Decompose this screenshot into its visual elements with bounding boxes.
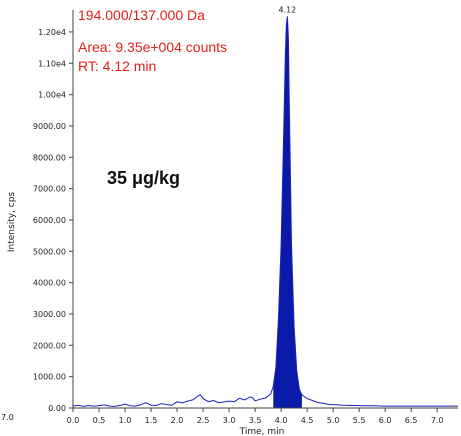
y-tick-label: 9000.00 — [33, 122, 66, 131]
peak-label: 4.12 — [278, 5, 296, 14]
x-axis-title: Time, min — [239, 427, 285, 436]
x-tick-label: 1.5 — [145, 416, 158, 425]
x-tick-label: 5.0 — [327, 416, 340, 425]
y-tick-label: 1.20e4 — [38, 28, 66, 37]
x-tick-label: 4.0 — [275, 416, 288, 425]
x-tick-label: 0.0 — [67, 416, 80, 425]
y-tick-label: 6000.00 — [33, 216, 66, 225]
x-tick-label: 1.0 — [119, 416, 132, 425]
peak-area-fill — [273, 16, 302, 409]
y-tick-label: 1.10e4 — [38, 59, 66, 68]
y-tick-label: 3000.00 — [33, 310, 66, 319]
y-tick-label: 7000.00 — [33, 185, 66, 194]
y-tick-label: 1000.00 — [33, 373, 66, 382]
x-tick-label: 6.5 — [405, 416, 418, 425]
x-tick-label: 0.5 — [93, 416, 106, 425]
y-tick-label: 5000.00 — [33, 247, 66, 256]
trace-layer — [72, 16, 458, 409]
x-tick-label: 3.0 — [223, 416, 236, 425]
y-tick-label: 8000.00 — [33, 153, 66, 162]
annotation-transition: 194.000/137.000 Da — [78, 7, 205, 23]
left-edge-tick-label: 7.0 — [1, 413, 14, 422]
x-tick-label: 7.0 — [431, 416, 444, 425]
x-tick-label: 2.5 — [197, 416, 210, 425]
x-tick-label: 2.0 — [171, 416, 184, 425]
y-axis-title: Intensity, cps — [7, 192, 17, 253]
annotation-rt: RT: 4.12 min — [78, 58, 156, 74]
annotation-concentration: 35 μg/kg — [107, 168, 180, 188]
y-tick-label: 1.00e4 — [38, 91, 66, 100]
y-tick-label: 2000.00 — [33, 341, 66, 350]
x-tick-label: 4.5 — [301, 416, 314, 425]
chromatogram-trace — [72, 16, 458, 407]
x-axis-ticks: 0.0 0.5 1.0 1.5 2.0 2.5 3.0 3.5 4.0 4.5 5.0 5.5 6.0 6… — [67, 408, 444, 425]
annotation-area: Area: 9.35e+004 counts — [78, 39, 227, 55]
x-tick-label: 6.0 — [379, 416, 392, 425]
y-tick-label: 0.00 — [48, 404, 66, 413]
x-tick-label: 5.5 — [353, 416, 366, 425]
x-tick-label: 3.5 — [249, 416, 262, 425]
y-axis-ticks: 0.00 1000.00 2000.00 3000.00 4000.00 5000.00 6… — [33, 28, 73, 413]
y-tick-label: 4000.00 — [33, 279, 66, 288]
